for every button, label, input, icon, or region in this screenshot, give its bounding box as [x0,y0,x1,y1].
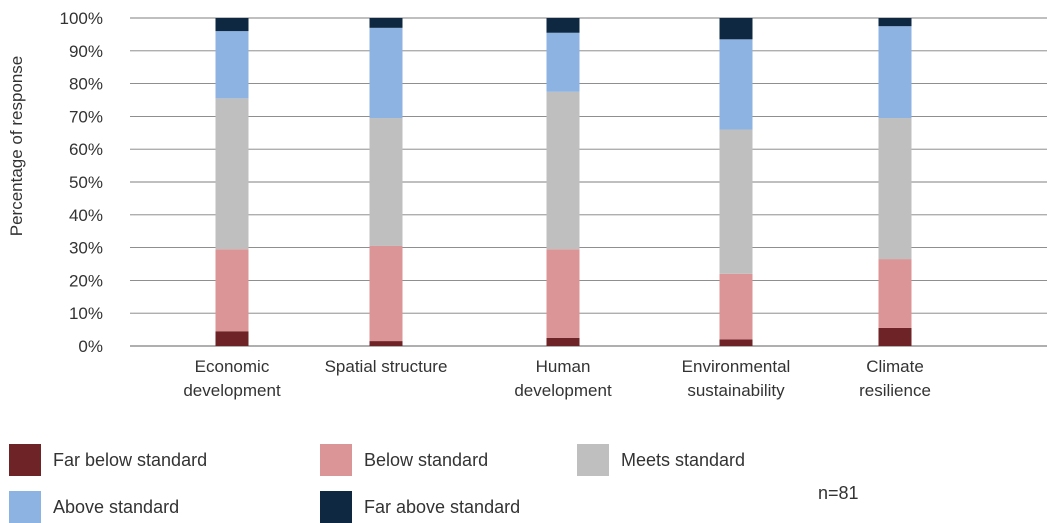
bar-segment [369,118,403,246]
category-label: Human development [514,357,612,400]
y-tick-label: 60% [69,140,103,159]
bar-segment [546,249,580,338]
bar-segment [878,18,912,27]
bar-segment [215,98,249,250]
y-tick-label: 70% [69,107,103,126]
legend-label: Meets standard [621,450,745,470]
legend-swatch [9,444,41,476]
legend-swatch [320,444,352,476]
y-axis-title: Percentage of response [7,56,26,237]
bar-segment [369,18,403,28]
bar-segment [215,18,249,32]
y-tick-label: 90% [69,42,103,61]
bar-segment [878,26,912,119]
category-label: Spatial structure [325,357,448,376]
legend-label: Far below standard [53,450,207,470]
bar-segment [546,32,580,92]
bar-segment [719,129,753,274]
bar-segment [546,91,580,250]
bar-segment [878,259,912,328]
bar-segment [719,273,753,340]
legend-label: Below standard [364,450,488,470]
legend-label: Above standard [53,497,179,517]
y-tick-label: 80% [69,75,103,94]
y-tick-label: 20% [69,271,103,290]
legend-swatch [577,444,609,476]
bar-segment [719,339,753,346]
bar-segment [719,39,753,130]
y-tick-label: 30% [69,239,103,258]
bar-segment [369,245,403,342]
y-tick-label: 0% [78,337,103,356]
legend-swatch [9,491,41,523]
bars [215,18,912,346]
bar-segment [878,327,912,346]
legend-swatch [320,491,352,523]
y-tick-label: 10% [69,304,103,323]
category-label: Climate resilience [859,357,931,400]
category-label: Environmental sustainability [682,357,791,400]
category-label: Economic development [183,357,281,400]
bar-segment [215,31,249,99]
category-labels: Economic development Spatial structure Huma… [183,357,931,400]
bar-segment [878,118,912,260]
bar-segment [215,249,249,332]
legend: Far below standard Below standard Meets st… [9,444,745,523]
legend-label: Far above standard [364,497,520,517]
bar-segment [369,27,403,119]
bar-segment [546,337,580,346]
bar-segment [719,18,753,40]
bar-segment [546,18,580,33]
y-tick-label: 50% [69,173,103,192]
y-tick-label: 100% [60,9,103,28]
y-tick-labels: 0% 10% 20% 30% 40% 50% 60% 70% 80% 90% 100% [60,9,103,356]
y-tick-label: 40% [69,206,103,225]
bar-segment [215,331,249,346]
bar-segment [369,341,403,346]
sample-size-note: n=81 [818,483,859,503]
